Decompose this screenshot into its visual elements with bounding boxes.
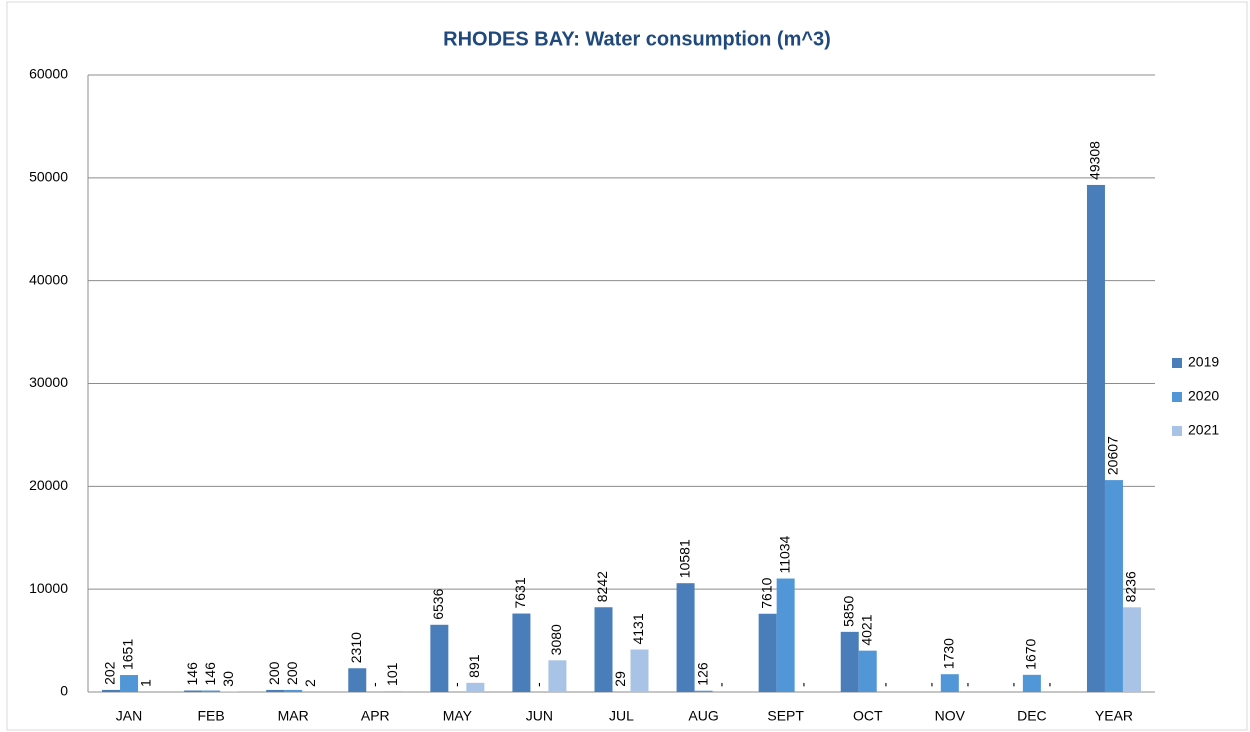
x-tick-label: MAY (443, 708, 473, 724)
x-tick-label: AUG (688, 708, 718, 724)
bar (676, 583, 695, 692)
bar (776, 578, 795, 692)
data-label: 5850 (840, 595, 856, 626)
bar (466, 682, 485, 692)
bar (120, 675, 139, 692)
data-label: - (923, 682, 939, 687)
bar (202, 690, 221, 692)
data-label: 10581 (676, 539, 692, 578)
data-label: 4021 (858, 614, 874, 645)
data-label: - (1041, 682, 1057, 687)
data-label: 1651 (120, 639, 136, 670)
data-label: - (794, 682, 810, 687)
data-label: 7631 (512, 577, 528, 608)
legend-swatch (1172, 392, 1182, 402)
data-label: 4131 (630, 613, 646, 644)
data-label: 146 (202, 662, 218, 686)
chart-title: RHODES BAY: Water consumption (m^3) (443, 28, 831, 50)
data-label: 8236 (1123, 571, 1139, 602)
data-label: 2 (302, 679, 318, 687)
legend-swatch (1172, 358, 1182, 368)
bar (758, 613, 777, 692)
legend-swatch (1172, 426, 1182, 436)
data-label: 11034 (776, 535, 792, 573)
data-label: 146 (184, 662, 200, 686)
y-tick-label: 20000 (29, 477, 68, 493)
data-label: 2310 (348, 632, 364, 663)
y-tick-label: 0 (60, 683, 68, 699)
bar (384, 690, 403, 692)
x-tick-label: NOV (935, 708, 966, 724)
data-label: 6536 (430, 588, 446, 619)
bar (548, 660, 567, 692)
bar (630, 649, 649, 692)
data-label: - (712, 682, 728, 687)
data-label: - (876, 682, 892, 687)
data-label: 200 (266, 661, 282, 685)
data-label: 3080 (548, 624, 564, 655)
data-label: - (366, 682, 382, 687)
bar (102, 689, 121, 692)
data-label: 126 (694, 662, 710, 686)
bar (1122, 607, 1141, 692)
legend-label: 2020 (1188, 388, 1219, 404)
data-label: - (530, 682, 546, 687)
bar (284, 689, 303, 692)
bar (858, 650, 877, 692)
data-label: 29 (612, 671, 628, 687)
data-label: 1 (138, 679, 154, 687)
data-label: 7610 (758, 577, 774, 608)
x-tick-label: APR (361, 708, 390, 724)
bar (430, 624, 449, 692)
data-label: 8242 (594, 571, 610, 602)
x-tick-label: SEPT (767, 708, 804, 724)
chart-frame (6, 1, 1248, 731)
data-label: 30 (220, 671, 236, 687)
x-tick-label: JAN (116, 708, 142, 724)
x-tick-label: FEB (197, 708, 224, 724)
data-label: 1730 (941, 638, 957, 669)
data-label: 202 (102, 661, 118, 685)
data-label: 891 (466, 654, 482, 678)
y-tick-label: 40000 (29, 271, 68, 287)
bar (1086, 184, 1105, 692)
y-tick-label: 60000 (29, 66, 68, 82)
bar (940, 674, 959, 692)
y-tick-label: 30000 (29, 374, 68, 390)
bar (694, 690, 713, 692)
data-label: - (959, 682, 975, 687)
bar (512, 613, 531, 692)
x-tick-label: JUL (609, 708, 634, 724)
bar (184, 690, 203, 692)
x-tick-label: OCT (853, 708, 883, 724)
data-label: 1670 (1023, 638, 1039, 669)
data-label: 49308 (1087, 141, 1103, 180)
data-label: 101 (384, 662, 400, 686)
bar (1022, 674, 1041, 692)
x-tick-label: MAR (278, 708, 309, 724)
x-tick-label: JUN (526, 708, 553, 724)
data-label: - (1005, 682, 1021, 687)
y-tick-label: 10000 (29, 580, 68, 596)
data-label: - (448, 682, 464, 687)
x-tick-label: DEC (1017, 708, 1047, 724)
bar (1104, 480, 1123, 692)
legend-label: 2021 (1188, 422, 1219, 438)
x-tick-label: YEAR (1095, 708, 1133, 724)
data-label: 200 (284, 661, 300, 685)
bar (840, 631, 859, 692)
data-label: 20607 (1105, 436, 1121, 475)
bar (594, 607, 613, 692)
bar (266, 689, 285, 692)
legend-label: 2019 (1188, 354, 1219, 370)
y-tick-label: 50000 (29, 169, 68, 185)
bar (348, 668, 367, 692)
